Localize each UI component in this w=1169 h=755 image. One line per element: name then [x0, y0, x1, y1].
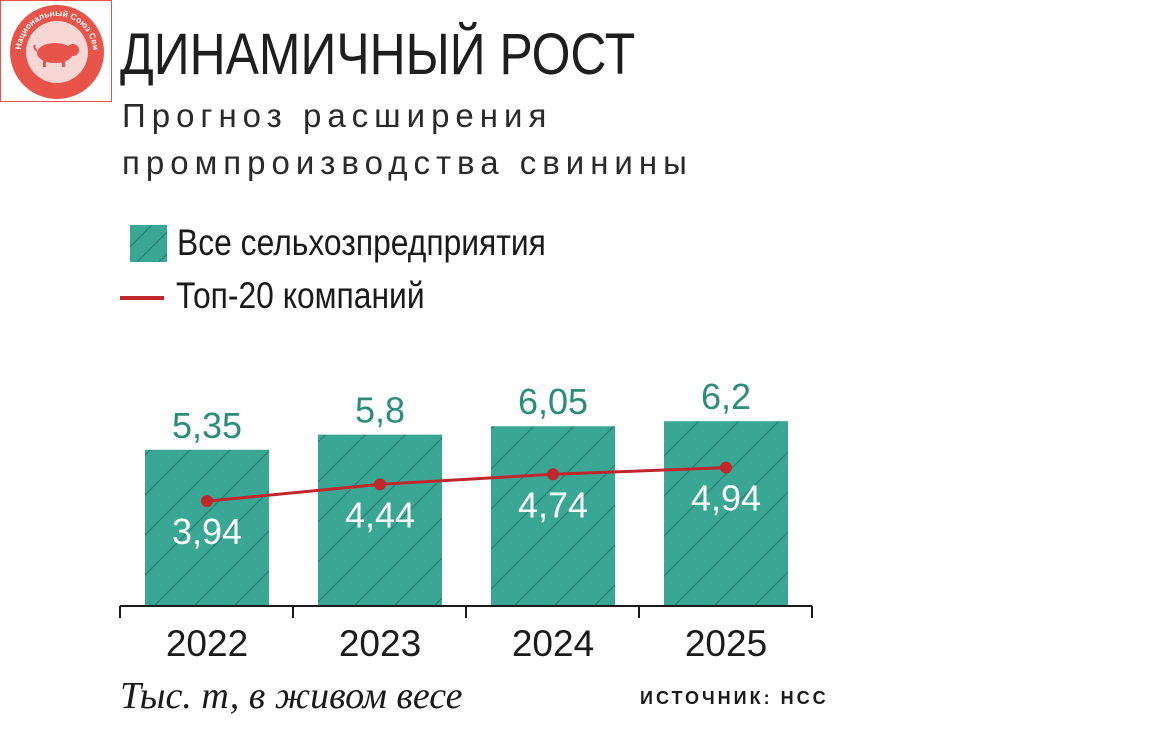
x-tick-label: 2023 [339, 623, 421, 664]
bar-2025 [664, 421, 788, 606]
bar-value-label: 5,8 [355, 390, 405, 431]
line-value-label: 3,94 [172, 511, 242, 552]
source-note: ИСТОЧНИК: НСС [640, 688, 829, 708]
bar-value-label: 6,05 [518, 381, 588, 422]
x-tick-label: 2022 [166, 623, 248, 664]
legend-item-bars: Все сельхозпредприятия [130, 222, 606, 264]
legend-item-line: Топ-20 компаний [120, 275, 465, 317]
bar-2024 [491, 426, 615, 606]
top20-point [374, 478, 386, 491]
bar-value-label: 5,35 [172, 405, 242, 446]
line-value-label: 4,74 [518, 484, 588, 525]
legend-swatch-line [120, 296, 164, 300]
bar-2022 [145, 449, 269, 606]
legend-swatch-bars [130, 224, 167, 262]
legend-label-bars: Все сельхозпредприятия [177, 222, 546, 263]
chart-title: ДИНАМИЧНЫЙ РОСТ [120, 22, 636, 87]
line-value-label: 4,44 [345, 494, 415, 535]
top20-point [201, 495, 213, 508]
x-tick-label: 2025 [685, 623, 767, 664]
logo-seal: Национальный Союз Свиноводов [7, 3, 104, 99]
line-value-label: 4,94 [691, 478, 761, 519]
bar-value-label: 6,2 [701, 376, 751, 417]
units-note: Тыс. т, в живом весе [120, 675, 463, 717]
top20-line [206, 466, 727, 503]
pig-icon [33, 43, 79, 67]
top20-point [720, 461, 732, 474]
x-tick-label: 2024 [512, 623, 594, 664]
chart-subtitle: Прогноз расширения промпроизводства свин… [122, 97, 693, 181]
legend-label-line: Топ-20 компаний [176, 275, 425, 316]
bar-2023 [318, 434, 442, 606]
logo: Национальный Союз Свиноводов [0, 0, 112, 102]
top20-point [547, 468, 559, 481]
